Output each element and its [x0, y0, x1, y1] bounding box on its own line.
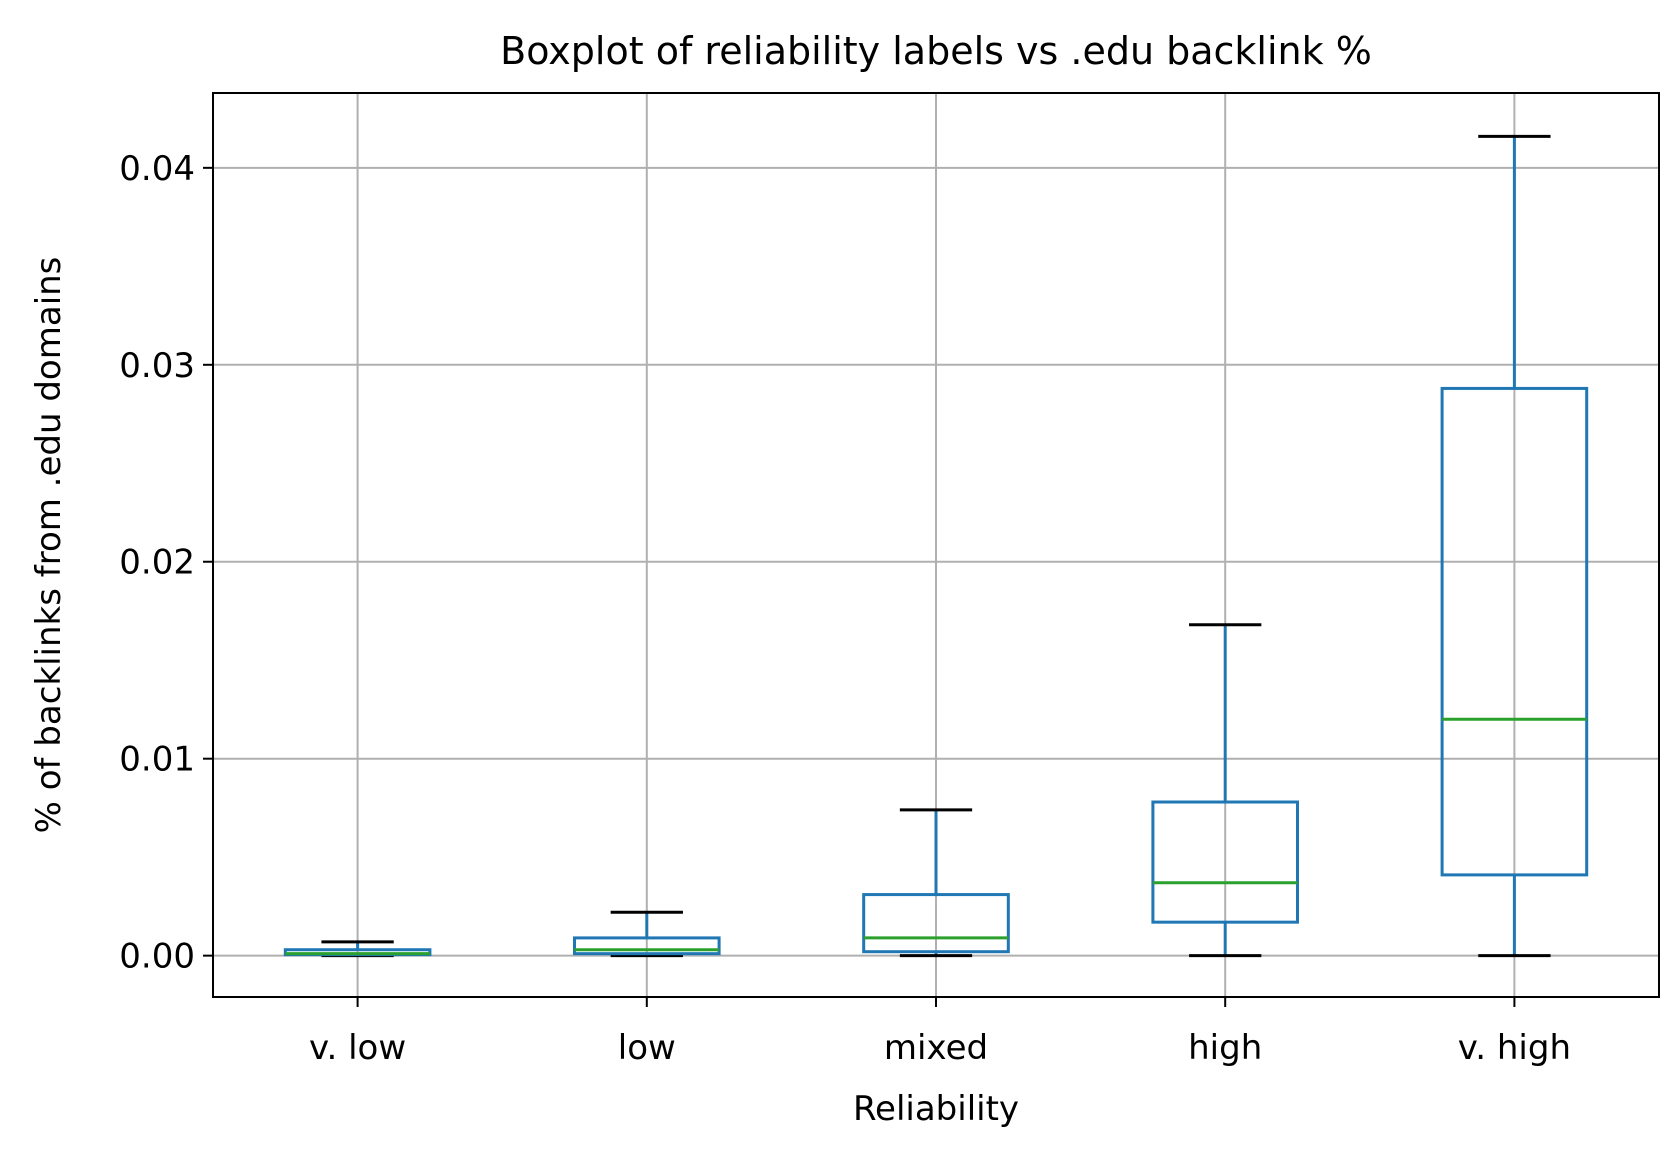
x-tick-label: mixed — [884, 1028, 988, 1068]
chart-title: Boxplot of reliability labels vs .edu ba… — [500, 29, 1372, 73]
y-tick-label: 0.03 — [119, 346, 195, 386]
y-tick-label: 0.02 — [119, 543, 195, 583]
iqr-box — [1151, 800, 1300, 924]
x-axis-label: Reliability — [853, 1089, 1019, 1129]
x-tick-label: v. high — [1458, 1028, 1571, 1068]
x-tick-label: v. low — [309, 1028, 406, 1068]
iqr-box — [573, 936, 721, 956]
iqr-box — [862, 893, 1010, 954]
tick-layer: v. low low mixed high v. high 0.00 0.01 0.02 0.0… — [119, 149, 1571, 1068]
y-tick-label: 0.01 — [119, 740, 195, 780]
y-tick-label: 0.00 — [119, 937, 195, 977]
y-tick-label: 0.04 — [119, 149, 195, 189]
x-tick-label: high — [1188, 1028, 1262, 1068]
iqr-box — [1440, 386, 1589, 877]
y-axis-label: % of backlinks from .edu domains — [29, 257, 69, 834]
box-layer — [283, 134, 1589, 958]
x-tick-label: low — [618, 1028, 676, 1068]
